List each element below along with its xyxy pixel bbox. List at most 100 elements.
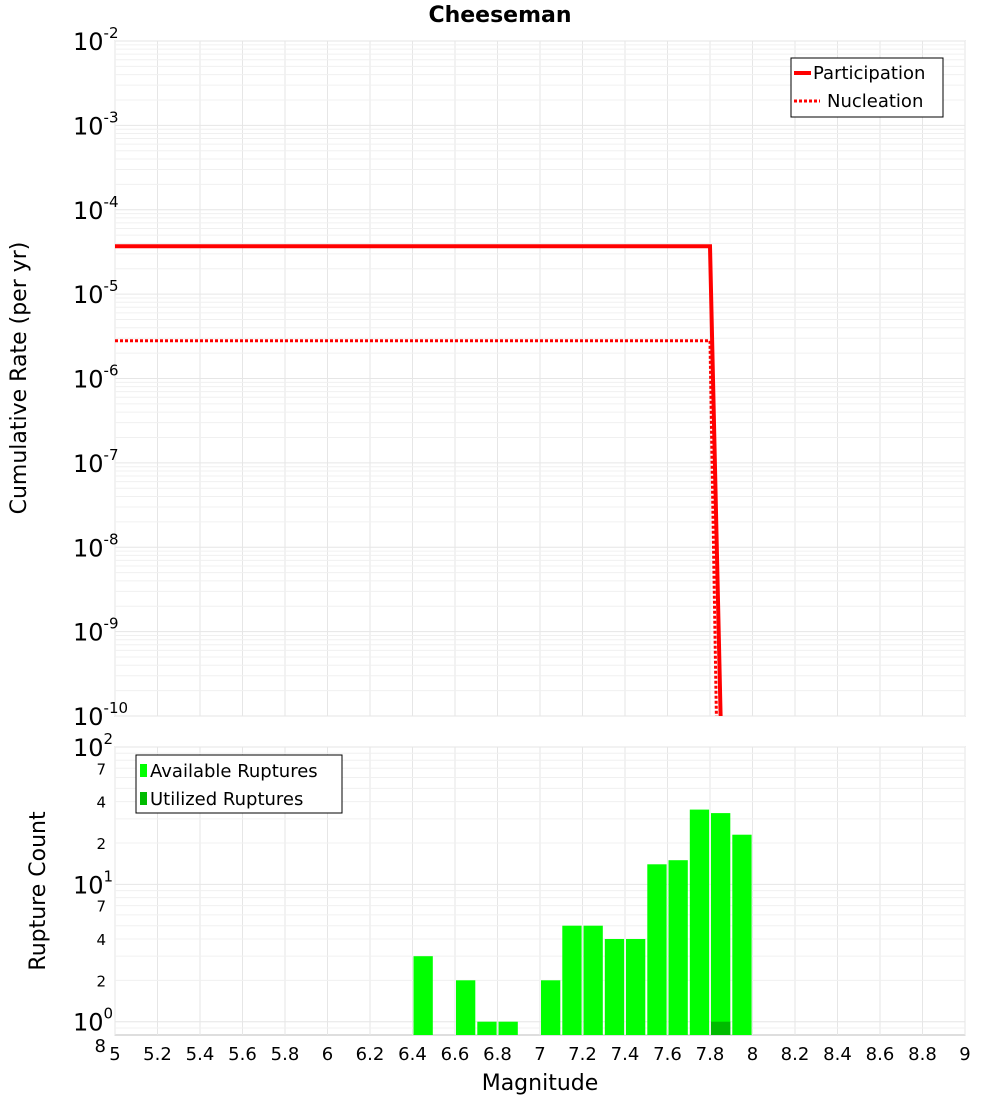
rate-y-tick-base: 10 xyxy=(73,28,104,56)
rate-y-tick-label: 10-6 xyxy=(73,362,119,394)
x-tick-label: 7.2 xyxy=(568,1044,597,1065)
rate-y-tick-label: 10-10 xyxy=(73,699,128,731)
rate-legend-box xyxy=(790,57,944,118)
rate-y-tick-exp: -7 xyxy=(104,446,119,464)
x-tick-label: 8.2 xyxy=(781,1044,810,1065)
rate-y-tick-label: 10-3 xyxy=(73,108,119,140)
rate-y-tick-label: 10-2 xyxy=(73,24,119,56)
available-rupture-bar xyxy=(477,1021,497,1035)
rate-y-tick-exp: -3 xyxy=(104,108,119,126)
rate-y-tick-label: 10-5 xyxy=(73,277,119,309)
available-rupture-bar xyxy=(647,864,667,1035)
series-line-participation xyxy=(115,244,723,717)
legend-utilized-label: Utilized Ruptures xyxy=(150,789,303,810)
available-rupture-bar xyxy=(626,939,646,1035)
available-rupture-bar xyxy=(541,980,561,1035)
rate-y-tick-base: 10 xyxy=(73,281,104,309)
count-y-tick-label: 102 xyxy=(73,730,113,762)
rate-y-tick-labels: 10-210-310-410-510-610-710-810-910-10 xyxy=(73,24,128,731)
x-tick-label: 9 xyxy=(959,1044,970,1065)
x-tick-label: 7.4 xyxy=(611,1044,640,1065)
count-bars xyxy=(413,809,752,1035)
count-y-minor-label: 8 xyxy=(95,1036,106,1057)
rate-legend: Participation Nucleation xyxy=(790,57,944,118)
count-y-minor-label: 2 xyxy=(96,835,106,853)
rate-y-axis-label: Cumulative Rate (per yr) xyxy=(7,242,32,515)
available-rupture-bar xyxy=(711,813,731,1035)
legend-available-swatch xyxy=(140,764,147,777)
rate-series xyxy=(115,244,723,717)
count-y-minor-label: 2 xyxy=(96,972,106,990)
rate-y-tick-base: 10 xyxy=(73,534,104,562)
rate-y-tick-base: 10 xyxy=(73,703,104,731)
x-tick-label: 6 xyxy=(322,1044,333,1065)
available-rupture-bar xyxy=(413,956,433,1035)
x-tick-label: 6.2 xyxy=(356,1044,385,1065)
rate-y-tick-label: 10-4 xyxy=(73,193,119,225)
count-y-tick-base: 10 xyxy=(73,1009,104,1037)
count-y-minor-label: 7 xyxy=(96,898,106,916)
available-rupture-bar xyxy=(689,809,710,1035)
available-rupture-bar xyxy=(498,1021,518,1035)
x-tick-label: 5 xyxy=(109,1044,120,1065)
available-rupture-bar xyxy=(732,834,752,1035)
count-y-tick-exp: 0 xyxy=(104,1005,114,1023)
x-tick-label: 8.8 xyxy=(908,1044,937,1065)
x-tick-label: 5.4 xyxy=(186,1044,215,1065)
count-y-tick-exp: 2 xyxy=(104,730,114,748)
count-y-minor-label: 7 xyxy=(96,760,106,778)
count-y-tick-base: 10 xyxy=(73,871,104,899)
rate-y-tick-base: 10 xyxy=(73,366,104,394)
x-tick-label: 7.8 xyxy=(696,1044,725,1065)
count-y-minor-label: 4 xyxy=(96,931,106,949)
series-line-nucleation xyxy=(115,339,718,717)
rate-grid xyxy=(114,40,966,717)
x-tick-label: 5.2 xyxy=(143,1044,172,1065)
legend-available-label: Available Ruptures xyxy=(150,761,318,782)
count-y-tick-label: 101 xyxy=(73,867,113,899)
rate-y-tick-label: 10-8 xyxy=(73,530,119,562)
legend-nucleation-label: Nucleation xyxy=(827,91,923,112)
utilized-rupture-bar xyxy=(711,1021,731,1035)
count-legend: Available Ruptures Utilized Ruptures xyxy=(135,754,343,814)
available-rupture-bar xyxy=(604,939,625,1035)
rate-y-tick-base: 10 xyxy=(73,619,104,647)
x-tick-label: 6.6 xyxy=(441,1044,470,1065)
x-tick-label: 8.6 xyxy=(866,1044,895,1065)
count-y-tick-base: 10 xyxy=(73,734,104,762)
rate-y-tick-base: 10 xyxy=(73,197,104,225)
count-legend-box xyxy=(135,754,343,814)
legend-participation-label: Participation xyxy=(813,63,925,84)
x-tick-label: 8.4 xyxy=(823,1044,852,1065)
x-tick-label: 7 xyxy=(534,1044,545,1065)
rate-y-tick-exp: -4 xyxy=(104,193,119,211)
rate-y-tick-label: 10-9 xyxy=(73,615,119,647)
available-rupture-bar xyxy=(456,980,476,1035)
x-tick-labels: 5 5.2 5.4 5.6 5.8 6 6.2 6.4 6.6 6.8 7 7.2 7.4 7.6 7.8 8… xyxy=(109,1044,970,1065)
rate-y-tick-exp: -8 xyxy=(104,530,119,548)
rate-y-tick-exp: -9 xyxy=(104,615,119,633)
x-tick-label: 6.4 xyxy=(398,1044,427,1065)
count-y-tick-label: 100 xyxy=(73,1005,113,1037)
x-tick-label: 5.8 xyxy=(271,1044,300,1065)
rate-y-tick-base: 10 xyxy=(73,112,104,140)
available-rupture-bar xyxy=(562,925,582,1035)
rate-y-tick-base: 10 xyxy=(73,450,104,478)
rate-y-tick-exp: -6 xyxy=(104,362,119,380)
x-tick-label: 8 xyxy=(747,1044,758,1065)
count-y-tick-exp: 1 xyxy=(104,867,114,885)
available-rupture-bar xyxy=(583,925,603,1035)
rate-y-tick-exp: -5 xyxy=(104,277,119,295)
x-axis-label: Magnitude xyxy=(482,1071,599,1096)
rate-y-tick-exp: -10 xyxy=(104,699,129,717)
rate-y-tick-exp: -2 xyxy=(104,24,119,42)
legend-utilized-swatch xyxy=(140,792,147,805)
chart-title: Cheeseman xyxy=(428,3,571,28)
x-tick-label: 6.8 xyxy=(483,1044,512,1065)
x-tick-label: 5.6 xyxy=(228,1044,257,1065)
count-y-axis-label: Rupture Count xyxy=(26,811,51,971)
available-rupture-bar xyxy=(668,860,688,1035)
